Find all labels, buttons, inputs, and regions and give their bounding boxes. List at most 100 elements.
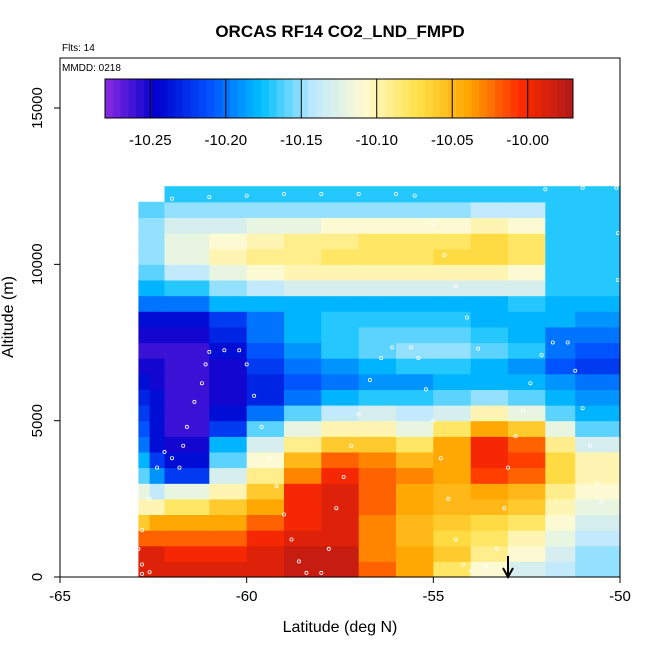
curtain-cell	[575, 233, 621, 250]
colorbar-swatch	[346, 79, 356, 118]
colorbar-swatch	[190, 79, 200, 118]
curtain-cell	[138, 451, 151, 469]
flight-track-point	[356, 412, 361, 417]
curtain-cell	[149, 326, 166, 344]
curtain-cell	[284, 217, 322, 234]
curtain-cell	[508, 295, 546, 312]
curtain-cell	[138, 530, 151, 547]
colorbar-swatch	[167, 79, 176, 118]
flight-track-point	[431, 418, 436, 423]
curtain-cell	[321, 545, 360, 562]
curtain-cell	[321, 295, 360, 312]
curtain-cell	[321, 248, 360, 265]
curtain-cell	[149, 311, 166, 328]
curtain-cell	[284, 451, 322, 469]
curtain-cell	[575, 420, 621, 437]
flight-track-point	[207, 349, 212, 354]
curtain-cell	[358, 342, 397, 359]
flight-track-point	[442, 252, 447, 257]
flight-track-point	[334, 506, 339, 511]
curtain-cell	[321, 358, 360, 375]
curtain-cell	[284, 514, 322, 531]
flight-track-point	[505, 465, 510, 470]
curtain-cell	[470, 217, 509, 234]
curtain-cell	[470, 436, 509, 453]
curtain-cell	[164, 467, 210, 484]
curtain-cell	[246, 326, 285, 344]
curtain-cell	[149, 373, 166, 390]
flight-track-point	[140, 571, 145, 576]
curtain-cell	[209, 545, 248, 562]
curtain-cell	[433, 451, 472, 469]
curtain-cell	[284, 530, 322, 547]
curtain-cell	[545, 295, 576, 312]
curtain-cell	[545, 248, 576, 265]
curtain-cell	[209, 467, 248, 484]
curtain-cell	[358, 389, 397, 406]
flight-track-point	[326, 546, 331, 551]
flight-track-point	[169, 456, 174, 461]
curtain-cell	[358, 530, 397, 547]
curtain-cell	[209, 280, 248, 297]
curtain-cell	[508, 280, 546, 297]
flight-track-point	[356, 191, 361, 196]
curtain-cell	[545, 264, 576, 281]
curtain-cell	[358, 514, 397, 531]
curtain-cell	[321, 201, 360, 218]
curtain-cell	[470, 326, 509, 344]
curtain-cell	[284, 201, 322, 218]
curtain-cell	[164, 498, 210, 515]
curtain-cell	[138, 405, 151, 422]
curtain-cell	[246, 233, 285, 250]
curtain-cell	[209, 326, 248, 344]
curtain-cell	[321, 233, 360, 250]
curtain-cell	[149, 530, 166, 547]
flight-track-point	[416, 356, 421, 361]
curtain-cell	[396, 483, 434, 500]
curtain-cell	[209, 186, 248, 203]
curtain-cell	[138, 280, 151, 297]
curtain-cell	[321, 373, 360, 390]
curtain-cell	[284, 405, 322, 422]
curtain-cell	[321, 483, 360, 500]
curtain-cell	[545, 217, 576, 234]
curtain-cell	[246, 217, 285, 234]
curtain-cell	[149, 342, 166, 359]
curtain-cell	[138, 342, 151, 359]
curtain-cell	[470, 389, 509, 406]
curtain-cell	[321, 514, 360, 531]
curtain-cell	[209, 217, 248, 234]
colorbar-swatch	[526, 79, 535, 118]
curtain-cell	[284, 498, 322, 515]
curtain-cell	[545, 233, 576, 250]
flight-track-point	[483, 564, 488, 569]
curtain-cell	[246, 201, 285, 218]
curtain-cell	[508, 186, 546, 203]
curtain-cell	[321, 342, 360, 359]
curtain-cell	[433, 311, 472, 328]
curtain-cell	[284, 186, 322, 203]
flight-track-point	[244, 362, 249, 367]
curtain-cell	[508, 233, 546, 250]
curtain-cell	[138, 201, 151, 218]
curtain-cell	[396, 514, 434, 531]
colorbar-swatch	[534, 79, 543, 118]
curtain-cell	[508, 483, 546, 500]
y-tick-label: 5000	[29, 404, 46, 437]
curtain-cell	[149, 420, 166, 437]
curtain-cell	[433, 467, 472, 484]
colorbar-swatch	[401, 79, 410, 118]
curtain-cell	[433, 389, 472, 406]
colorbar-swatch	[151, 79, 161, 118]
flight-track-point	[267, 456, 272, 461]
curtain-cell	[396, 561, 434, 578]
curtain-cell	[396, 201, 434, 218]
x-tick-label: -55	[422, 588, 444, 605]
curtain-cell	[470, 358, 509, 375]
curtain-cell	[321, 498, 360, 515]
curtain-cell	[470, 186, 509, 203]
curtain-cell	[508, 389, 546, 406]
curtain-cell	[246, 280, 285, 297]
curtain-cell	[575, 436, 621, 453]
